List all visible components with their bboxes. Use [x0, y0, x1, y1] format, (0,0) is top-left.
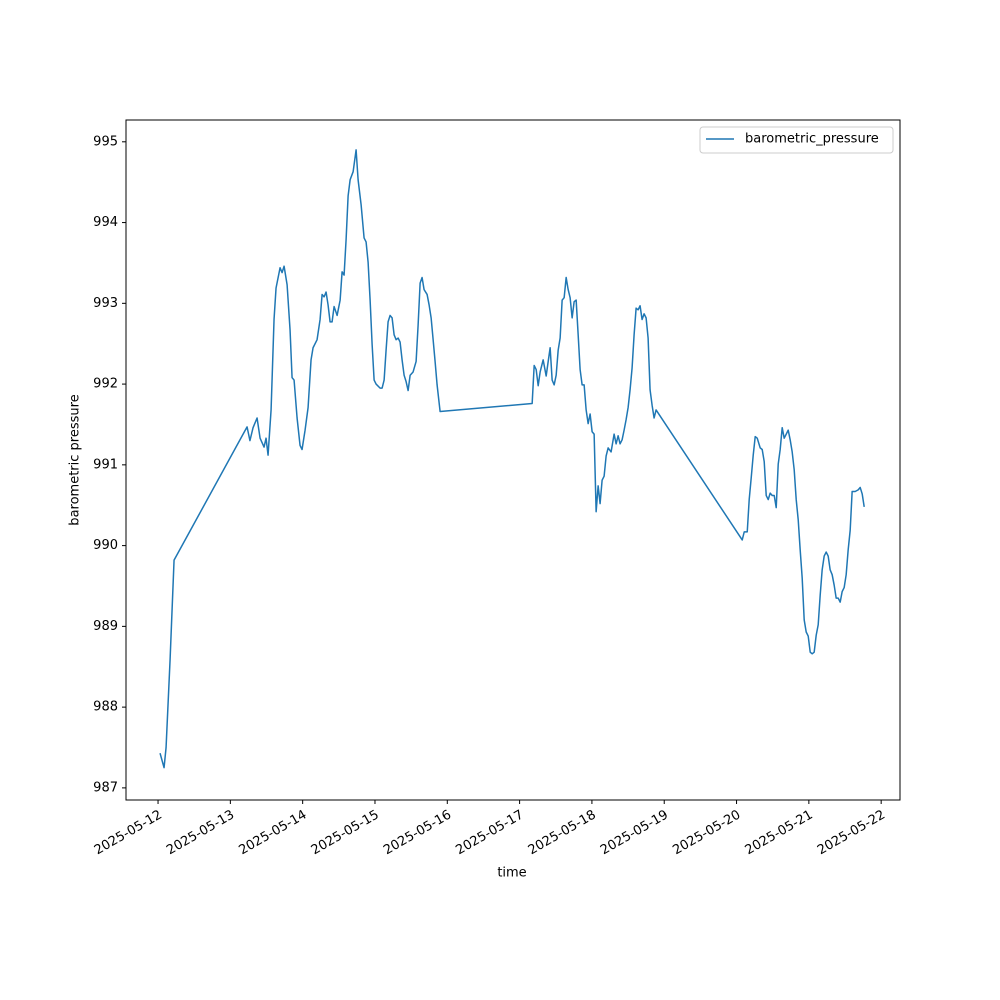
- y-tick-label: 988: [93, 700, 118, 715]
- x-tick-label: 2025-05-16: [381, 808, 454, 859]
- y-tick-label: 987: [93, 780, 118, 795]
- x-tick-label: 2025-05-14: [236, 808, 309, 859]
- y-tick-label: 992: [93, 377, 118, 392]
- y-tick-label: 995: [93, 134, 118, 149]
- y-tick-label: 989: [93, 619, 118, 634]
- plot-frame: [125, 119, 901, 801]
- x-tick-label: 2025-05-22: [815, 808, 888, 859]
- x-tick-label: 2025-05-13: [164, 808, 237, 859]
- x-tick-label: 2025-05-15: [309, 808, 382, 859]
- x-tick-label: 2025-05-17: [453, 808, 526, 859]
- legend-label: barometric_pressure: [745, 132, 879, 147]
- data-line: [159, 149, 865, 769]
- legend-box: [699, 126, 894, 154]
- x-tick-label: 2025-05-19: [598, 808, 671, 859]
- y-tick-label: 994: [93, 215, 118, 230]
- x-axis-label: time: [497, 866, 526, 881]
- x-tick-label: 2025-05-20: [670, 808, 743, 859]
- y-axis-label: barometric pressure: [68, 394, 83, 525]
- y-tick-label: 990: [93, 538, 118, 553]
- y-tick-label: 993: [93, 296, 118, 311]
- x-tick-label: 2025-05-18: [526, 808, 599, 859]
- x-tick-label: 2025-05-12: [92, 808, 165, 859]
- x-tick-label: 2025-05-21: [743, 808, 816, 859]
- y-tick-label: 991: [93, 457, 118, 472]
